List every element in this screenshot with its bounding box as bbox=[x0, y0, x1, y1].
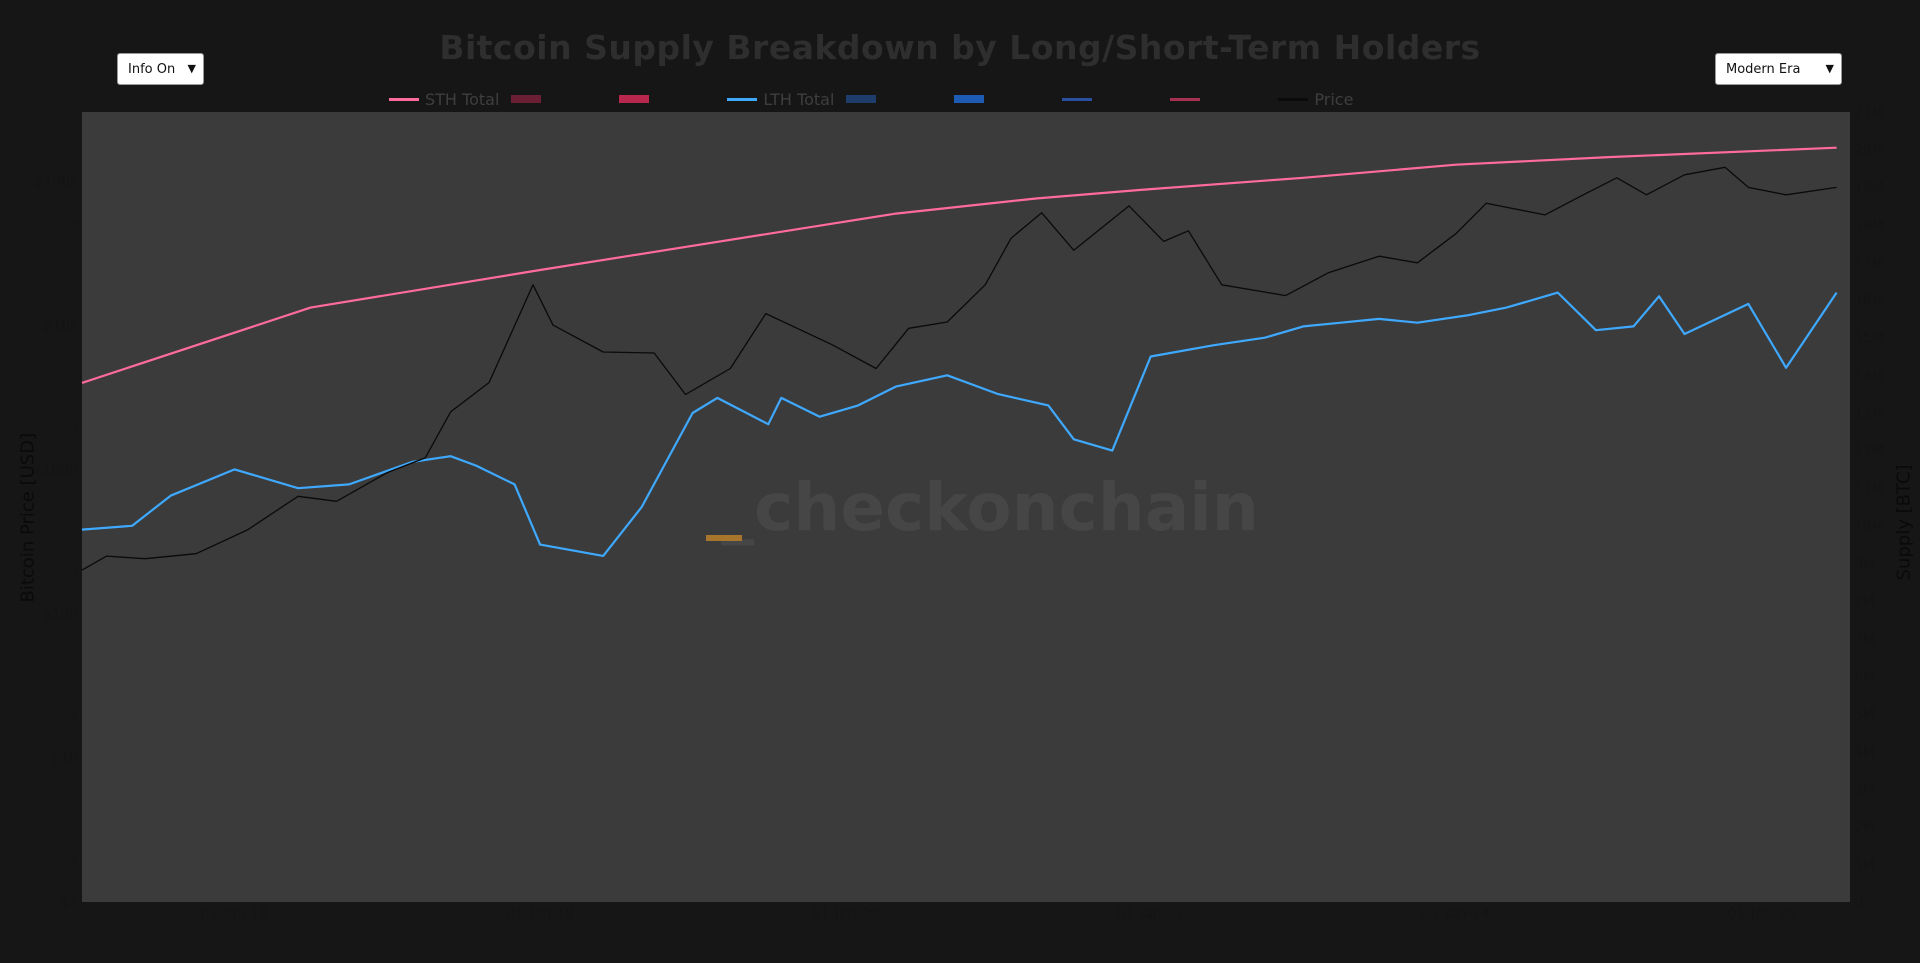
x-tick-label: 01-Jan-16 bbox=[201, 906, 269, 922]
legend-item[interactable] bbox=[954, 95, 1050, 103]
y-right-tick-label: 0 bbox=[1854, 895, 1863, 911]
legend-label: LTH Total bbox=[763, 89, 835, 109]
y-left-minor-tick-label: 2 bbox=[72, 422, 78, 433]
y-right-tick-label: 8M bbox=[1854, 594, 1875, 610]
y-left-minor-tick-label: 2 bbox=[72, 278, 78, 289]
y-axis-right-title: Supply [BTC] bbox=[1893, 464, 1915, 581]
y-left-tick-label: $100 bbox=[42, 607, 78, 623]
sth-total-series-line bbox=[81, 146, 1837, 384]
y-right-tick-label: 12M bbox=[1854, 444, 1884, 460]
legend-item[interactable] bbox=[846, 95, 942, 103]
x-tick-label: 01-Jan-18 bbox=[506, 906, 574, 922]
legend-label: Price bbox=[1314, 89, 1354, 109]
legend-swatch bbox=[954, 95, 985, 103]
x-tick-label: 01-Jan-20 bbox=[811, 906, 879, 922]
y-left-minor-tick-label: 2 bbox=[72, 710, 78, 721]
legend-item[interactable]: LTH Total bbox=[727, 90, 834, 109]
info-toggle-label: Info On bbox=[128, 61, 176, 77]
y-right-tick-label: 1M bbox=[1854, 857, 1875, 873]
y-left-minor-tick-label: 5 bbox=[72, 797, 78, 808]
legend-swatch bbox=[846, 95, 877, 103]
y-right-tick-label: 21M bbox=[1854, 105, 1884, 121]
legend-swatch bbox=[619, 95, 650, 103]
legend-swatch bbox=[1062, 97, 1093, 101]
y-axis-left-title: Bitcoin Price [USD] bbox=[17, 432, 39, 603]
legend-swatch bbox=[1170, 97, 1201, 101]
y-left-minor-tick-label: 5 bbox=[72, 220, 78, 231]
y-left-minor-tick-label: 5 bbox=[72, 653, 78, 664]
y-right-tick-label: 13M bbox=[1854, 406, 1884, 422]
lth-total-series-line bbox=[81, 291, 1838, 558]
y-right-tick-label: 6M bbox=[1854, 669, 1875, 685]
x-tick-label: 01-Jan-22 bbox=[1117, 906, 1185, 922]
legend-swatch bbox=[389, 97, 419, 101]
y-right-tick-label: 17M bbox=[1854, 255, 1884, 271]
dropdown-arrow-icon: ▼ bbox=[187, 62, 196, 75]
legend-item[interactable]: Price bbox=[1278, 90, 1353, 109]
chart-title: Bitcoin Supply Breakdown by Long/Short-T… bbox=[439, 28, 1481, 67]
y-right-tick-label: 7M bbox=[1854, 632, 1875, 648]
y-right-tick-label: 11M bbox=[1854, 481, 1884, 497]
y-right-tick-label: 18M bbox=[1854, 218, 1884, 234]
info-toggle-dropdown[interactable]: Info On ▼ bbox=[117, 53, 204, 85]
plot-area bbox=[82, 112, 1850, 902]
legend-swatch bbox=[511, 95, 542, 103]
y-right-tick-label: 16M bbox=[1854, 293, 1884, 309]
y-left-minor-tick-label: 5 bbox=[72, 364, 78, 375]
y-right-tick-label: 14M bbox=[1854, 368, 1884, 384]
legend-swatch bbox=[1278, 97, 1309, 101]
y-left-minor-tick-label: 2 bbox=[72, 133, 78, 144]
y-left-tick-label: $10k bbox=[43, 318, 79, 334]
dropdown-arrow-icon: ▼ bbox=[1825, 62, 1834, 75]
legend-label: STH Total bbox=[425, 89, 500, 109]
y-left-minor-tick-label: 2 bbox=[72, 855, 78, 866]
watermark-underscore-mark bbox=[706, 535, 742, 541]
y-left-tick-label: $100k bbox=[34, 174, 79, 190]
legend-item[interactable] bbox=[1170, 97, 1266, 101]
era-select-dropdown[interactable]: Modern Era ▼ bbox=[1715, 53, 1842, 85]
watermark-text: _checkonchain bbox=[721, 469, 1259, 546]
y-right-tick-label: 4M bbox=[1854, 745, 1875, 761]
y-left-minor-tick-label: 2 bbox=[72, 566, 78, 577]
y-left-tick-label: $1000 bbox=[33, 462, 78, 478]
y-right-tick-label: 10M bbox=[1854, 519, 1884, 535]
chart-legend[interactable]: STH Total LTH Total Price bbox=[389, 88, 1365, 110]
y-right-tick-label: 15M bbox=[1854, 331, 1884, 347]
y-right-tick-label: 9M bbox=[1854, 556, 1875, 572]
y-right-tick-label: 19M bbox=[1854, 180, 1884, 196]
era-select-label: Modern Era bbox=[1726, 61, 1801, 77]
y-right-tick-label: 3M bbox=[1854, 782, 1875, 798]
y-right-tick-label: 20M bbox=[1854, 143, 1884, 159]
y-right-tick-label: 5M bbox=[1854, 707, 1875, 723]
y-left-minor-tick-label: 5 bbox=[72, 509, 78, 520]
y-left-tick-label: $10 bbox=[51, 751, 78, 767]
legend-item[interactable]: STH Total bbox=[389, 90, 499, 109]
y-right-tick-label: 2M bbox=[1854, 820, 1875, 836]
legend-item[interactable] bbox=[511, 95, 607, 103]
x-tick-label: 01-Jan-24 bbox=[1422, 906, 1490, 922]
x-tick-label: 01-Jan-26 bbox=[1727, 906, 1795, 922]
legend-item[interactable] bbox=[1062, 97, 1158, 101]
price-series-line bbox=[81, 166, 1837, 571]
y-left-tick-label: $1 bbox=[60, 895, 78, 911]
legend-item[interactable] bbox=[619, 95, 715, 103]
legend-swatch bbox=[727, 97, 758, 101]
